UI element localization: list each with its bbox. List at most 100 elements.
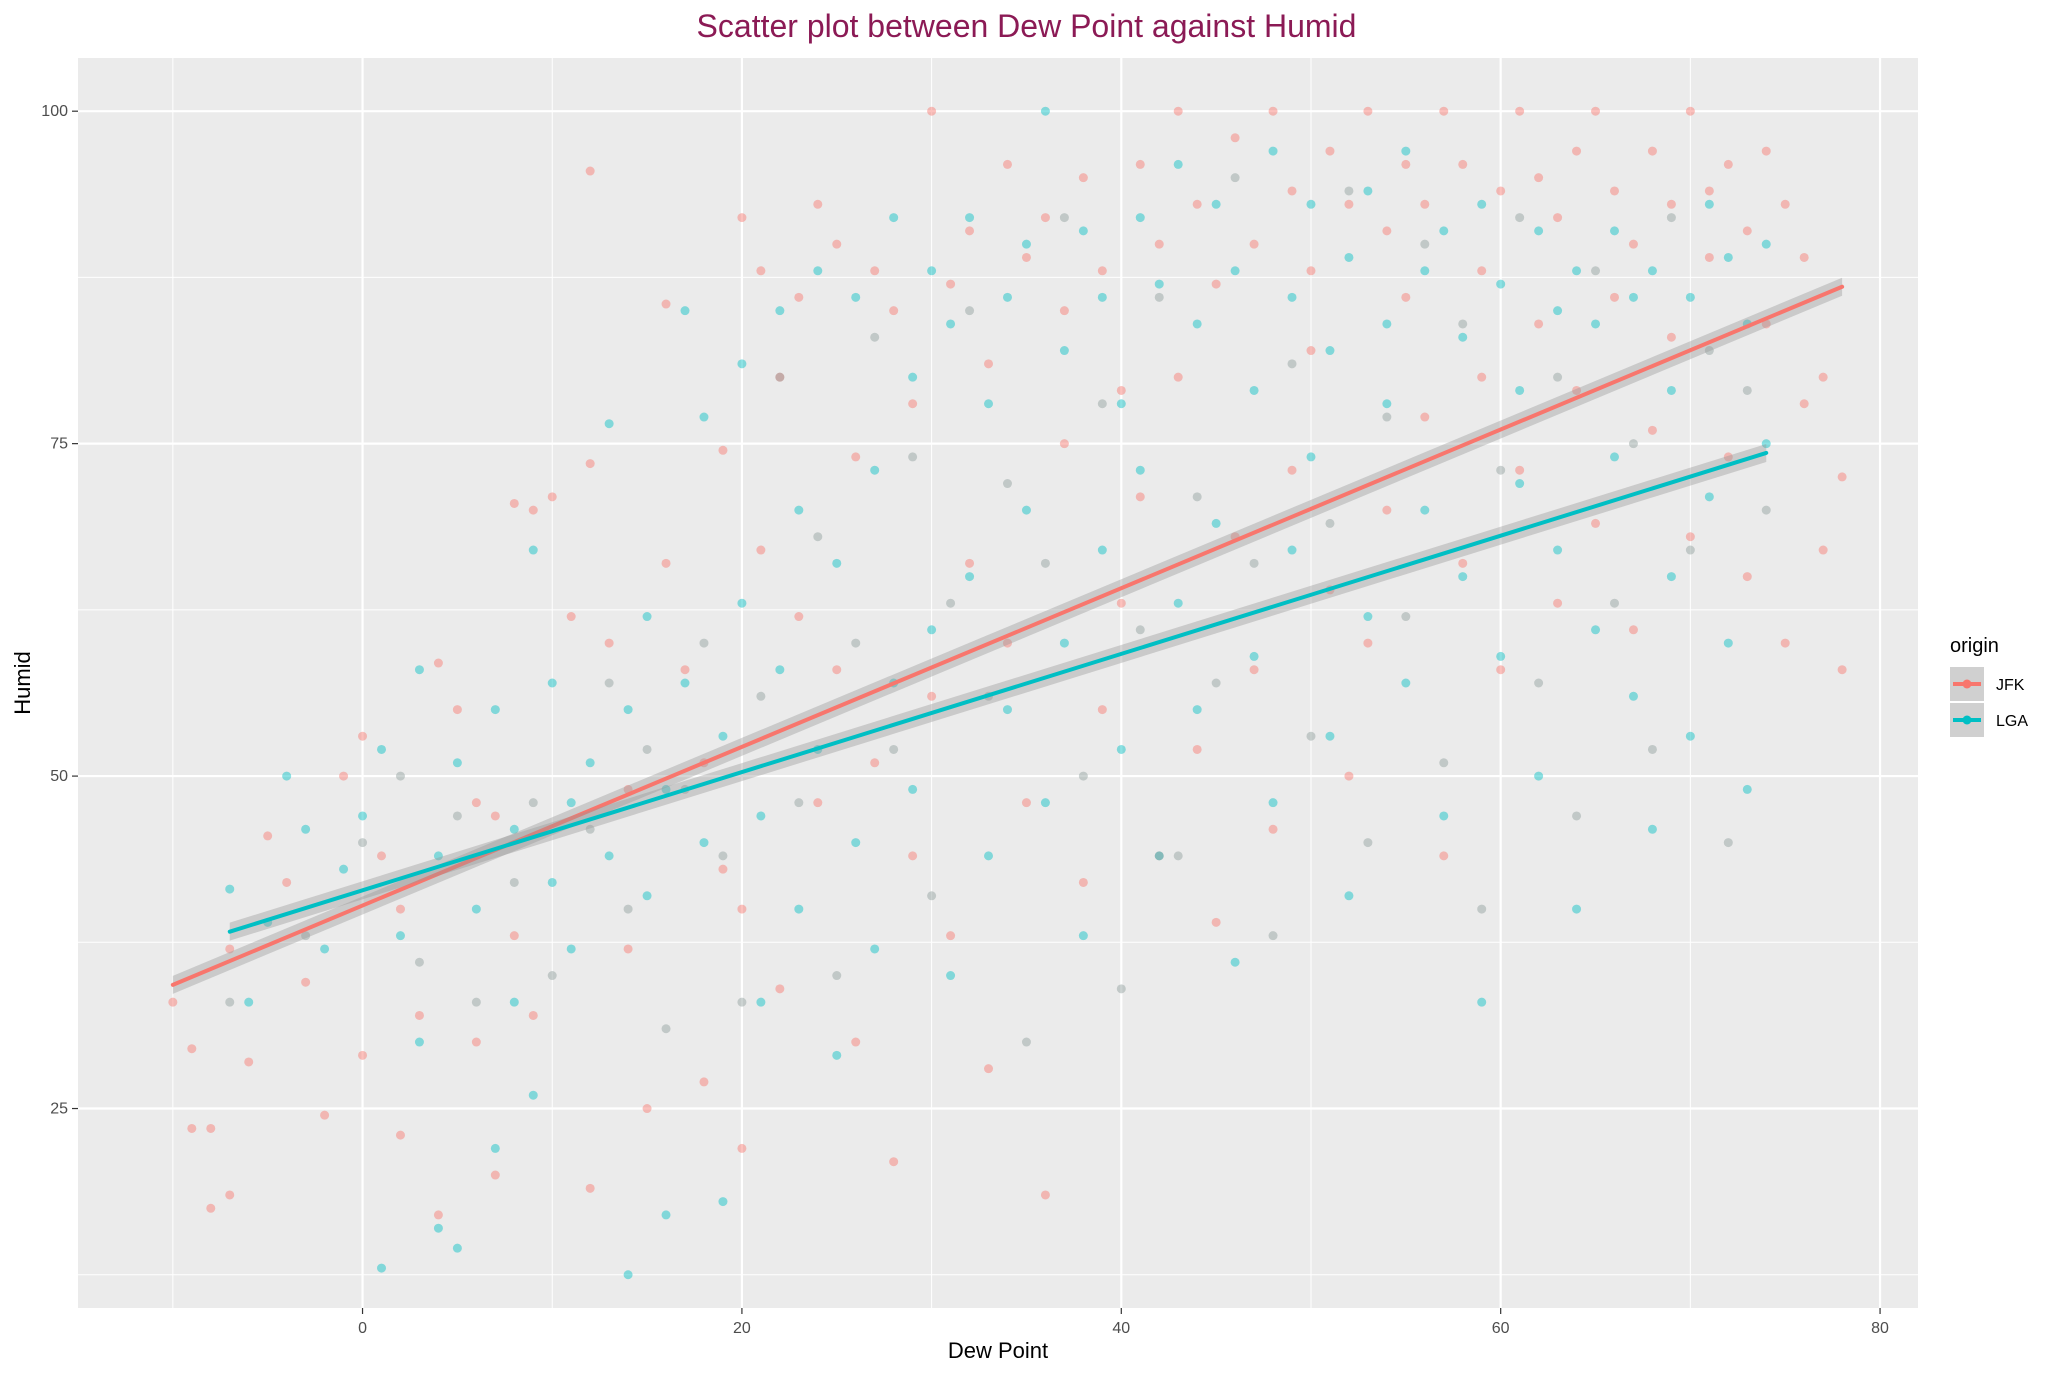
- data-point: [984, 399, 994, 409]
- data-point: [471, 904, 481, 914]
- data-point: [756, 691, 766, 701]
- data-point: [509, 824, 519, 834]
- legend-label: JFK: [1996, 677, 2025, 694]
- data-point: [1230, 957, 1240, 967]
- data-point: [927, 891, 937, 901]
- data-point: [1116, 385, 1126, 395]
- data-point: [566, 798, 576, 808]
- data-point: [1477, 372, 1487, 382]
- data-point: [1515, 385, 1525, 395]
- data-point: [794, 798, 804, 808]
- data-point: [699, 838, 709, 848]
- data-point: [718, 445, 728, 455]
- y-axis-ticks: 25 50 75 100: [41, 103, 78, 1118]
- data-point: [984, 359, 994, 369]
- data-point: [1534, 226, 1544, 236]
- data-point: [1591, 518, 1601, 528]
- data-point: [1477, 266, 1487, 276]
- data-point: [1401, 678, 1411, 688]
- data-point: [1154, 851, 1164, 861]
- data-point: [1591, 266, 1601, 276]
- data-point: [1628, 292, 1638, 302]
- chart-title: Scatter plot between Dew Point against H…: [696, 8, 1357, 44]
- data-point: [566, 612, 576, 622]
- data-point: [509, 997, 519, 1007]
- data-point: [1591, 106, 1601, 116]
- data-point: [1363, 186, 1373, 196]
- x-tick-label: 20: [733, 1320, 751, 1337]
- legend-key-point: [1962, 679, 1972, 689]
- data-point: [339, 771, 349, 781]
- data-point: [1666, 332, 1676, 342]
- data-point: [282, 771, 292, 781]
- data-point: [1515, 213, 1525, 223]
- data-point: [737, 997, 747, 1007]
- data-point: [718, 1197, 728, 1207]
- data-point: [1685, 545, 1695, 555]
- data-point: [1572, 811, 1582, 821]
- data-point: [547, 678, 557, 688]
- data-point: [1287, 465, 1297, 475]
- data-point: [566, 944, 576, 954]
- data-point: [1154, 279, 1164, 289]
- data-point: [984, 1064, 994, 1074]
- data-point: [1647, 425, 1657, 435]
- data-point: [1420, 199, 1430, 209]
- data-point: [908, 372, 918, 382]
- data-point: [1666, 213, 1676, 223]
- data-point: [585, 824, 595, 834]
- data-point: [377, 1263, 387, 1273]
- data-point: [604, 678, 614, 688]
- data-point: [1553, 213, 1563, 223]
- trend-lines-layer: [170, 277, 1845, 994]
- data-point: [1647, 744, 1657, 754]
- data-point: [1723, 838, 1733, 848]
- data-point: [1154, 239, 1164, 249]
- data-point: [452, 758, 462, 768]
- data-point: [1439, 226, 1449, 236]
- plot-panel: [78, 58, 1918, 1308]
- data-point: [737, 904, 747, 914]
- data-point: [1116, 399, 1126, 409]
- data-point: [1534, 173, 1544, 183]
- data-point: [775, 372, 785, 382]
- data-point: [547, 492, 557, 502]
- data-point: [168, 997, 178, 1007]
- data-point: [965, 306, 975, 316]
- data-point: [1382, 226, 1392, 236]
- trend-line: [170, 284, 1845, 987]
- data-point: [661, 1210, 671, 1220]
- data-point: [225, 1190, 235, 1200]
- data-point: [528, 1010, 538, 1020]
- data-point: [699, 1077, 709, 1087]
- data-point: [1268, 106, 1278, 116]
- data-point: [1173, 851, 1183, 861]
- data-point: [301, 824, 311, 834]
- data-point: [1780, 199, 1790, 209]
- data-point: [1818, 545, 1828, 555]
- data-point: [756, 266, 766, 276]
- data-point: [414, 957, 424, 967]
- data-point: [1173, 159, 1183, 169]
- data-point: [1211, 917, 1221, 927]
- data-point: [1401, 612, 1411, 622]
- data-point: [1553, 598, 1563, 608]
- data-point: [1192, 319, 1202, 329]
- data-point: [623, 904, 633, 914]
- data-point: [1325, 146, 1335, 156]
- data-point: [718, 864, 728, 874]
- data-point: [604, 851, 614, 861]
- data-point: [965, 558, 975, 568]
- data-point: [509, 877, 519, 887]
- data-point: [1401, 292, 1411, 302]
- data-point: [414, 665, 424, 675]
- data-point: [661, 784, 671, 794]
- data-point: [1249, 239, 1259, 249]
- legend-items: JFK LGA: [1950, 667, 2028, 737]
- data-point: [452, 705, 462, 715]
- data-point: [1496, 651, 1506, 661]
- data-point: [889, 1157, 899, 1167]
- data-point: [1306, 199, 1316, 209]
- data-point: [1609, 226, 1619, 236]
- data-point: [813, 532, 823, 542]
